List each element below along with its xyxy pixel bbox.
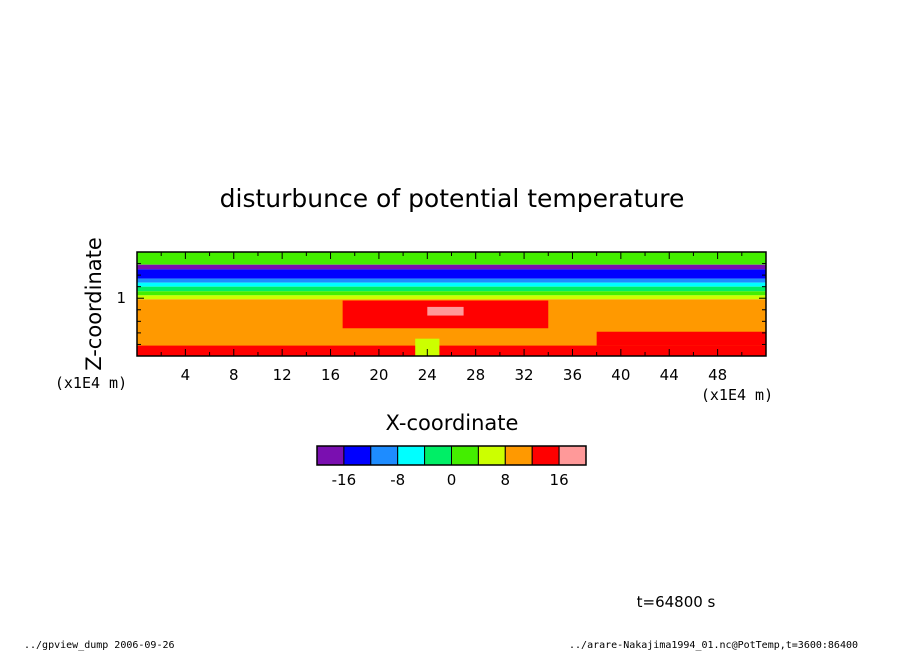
colorbar-swatch <box>531 445 560 466</box>
x-unit-right: (x1E4 m) <box>701 386 773 404</box>
x-tick-label: 48 <box>708 366 727 384</box>
colorbar-swatch <box>558 445 587 466</box>
x-tick-label: 20 <box>369 366 388 384</box>
x-unit-left: (x1E4 m) <box>55 374 127 392</box>
colorbar-swatch <box>316 445 345 466</box>
field-layer-6 <box>137 291 766 296</box>
x-axis-label: X-coordinate <box>386 411 519 435</box>
field-layer-4 <box>137 282 766 287</box>
field-layer-7 <box>137 295 766 300</box>
x-tick-label: 4 <box>181 366 191 384</box>
chart-title: disturbunce of potential temperature <box>220 184 685 213</box>
x-tick-label: 32 <box>515 366 534 384</box>
field-patch-2 <box>137 345 766 356</box>
x-tick-label: 40 <box>611 366 630 384</box>
field-layer-0 <box>137 252 766 265</box>
footer-right: ../arare-Nakajima1994_01.nc@PotTemp,t=36… <box>569 640 858 651</box>
field-layer-3 <box>137 278 766 283</box>
z-tick-label: 1 <box>116 289 126 307</box>
field-layer-2 <box>137 269 766 279</box>
colorbar-frame <box>316 445 587 466</box>
field-patch-1 <box>427 306 464 316</box>
colorbar-swatch <box>397 445 426 466</box>
x-tick-label: 24 <box>418 366 437 384</box>
colorbar-tick-label: 0 <box>447 471 457 489</box>
x-tick-label: 8 <box>229 366 239 384</box>
time-label: t=64800 s <box>637 593 716 611</box>
field-patch-4 <box>415 338 440 356</box>
colorbar-tick-label: 16 <box>550 471 569 489</box>
colorbar-swatch <box>451 445 479 466</box>
z-tick-labels: 1 <box>116 289 126 307</box>
colorbar-tick-label: -16 <box>332 471 357 489</box>
colorbar-swatch <box>477 445 506 466</box>
field-layer-5 <box>137 286 766 292</box>
colorbar <box>316 445 587 466</box>
z-axis-label: Z-coordinate <box>82 237 106 371</box>
field-patch-3 <box>596 331 766 346</box>
footer-left: ../gpview_dump 2006-09-26 <box>24 640 175 651</box>
x-tick-label: 16 <box>321 366 340 384</box>
colorbar-swatch <box>424 445 453 466</box>
colorbar-tick-labels: -16 -8 0 8 16 <box>332 471 569 489</box>
colorbar-tick-label: -8 <box>390 471 405 489</box>
colorbar-swatch <box>504 445 533 466</box>
x-tick-label: 28 <box>466 366 485 384</box>
colorbar-swatch <box>370 445 399 466</box>
colorbar-tick-label: 8 <box>501 471 511 489</box>
colorbar-swatch <box>343 445 372 466</box>
plot-axes <box>136 251 767 357</box>
x-tick-label: 12 <box>273 366 292 384</box>
x-tick-label: 36 <box>563 366 582 384</box>
heatmap-field <box>137 252 766 356</box>
x-tick-labels: 4 8 12 16 20 24 28 32 36 40 44 48 <box>181 366 728 384</box>
x-tick-label: 44 <box>660 366 679 384</box>
field-layer-1 <box>137 264 766 270</box>
